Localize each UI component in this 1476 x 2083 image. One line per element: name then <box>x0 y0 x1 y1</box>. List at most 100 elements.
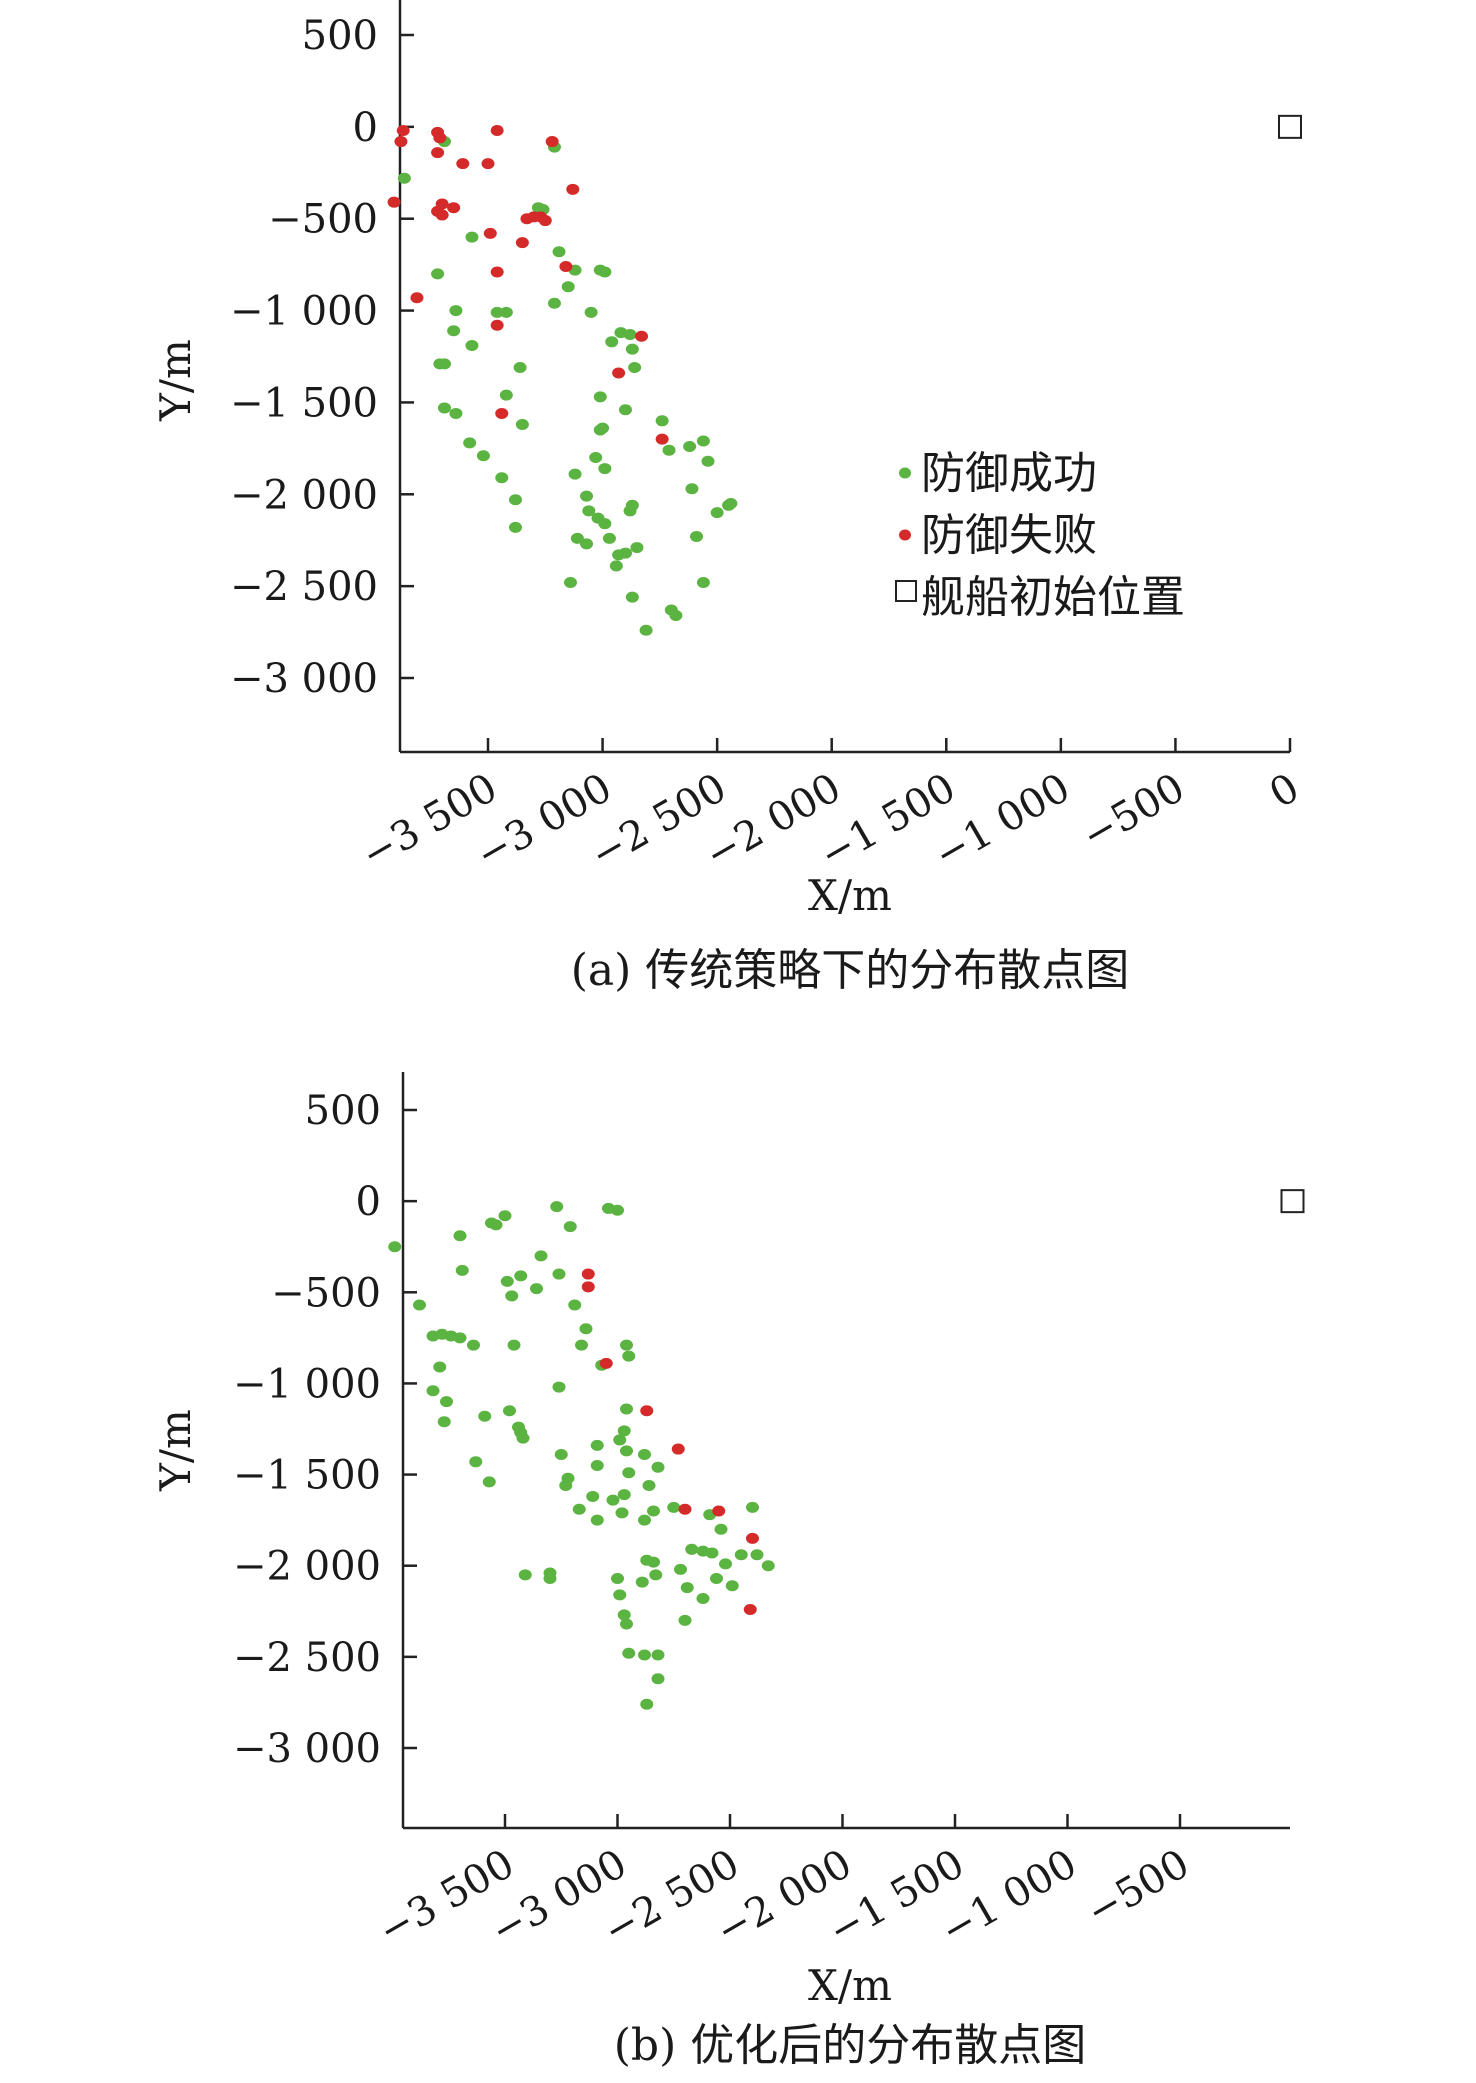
data-point <box>410 292 424 304</box>
data-point <box>635 1576 649 1588</box>
legend-marker <box>899 467 911 479</box>
data-point <box>582 505 596 517</box>
data-point <box>622 1350 636 1362</box>
data-point <box>746 1532 759 1544</box>
x-axis-label: X/m <box>808 1961 892 2010</box>
y-axis-label: Y/m <box>151 339 200 422</box>
data-point <box>617 1489 631 1501</box>
series-defense-success <box>388 1201 775 1710</box>
series-defense-fail <box>581 1268 759 1615</box>
data-point <box>547 297 561 309</box>
data-point <box>394 136 408 148</box>
data-point <box>437 1416 451 1428</box>
data-point <box>579 1323 593 1335</box>
data-point <box>685 483 699 495</box>
data-point <box>563 1221 577 1233</box>
data-point <box>618 404 632 416</box>
data-point <box>655 415 669 427</box>
data-point <box>559 1480 573 1492</box>
data-point <box>714 1523 728 1535</box>
y-tick-label: 500 <box>305 1088 381 1134</box>
data-point <box>638 1649 651 1661</box>
data-point <box>481 158 495 170</box>
data-point <box>669 610 683 622</box>
x-tick-label: −500 <box>1079 1841 1197 1936</box>
legend-marker <box>899 529 911 541</box>
data-point <box>620 1403 633 1415</box>
data-point <box>586 1490 600 1502</box>
data-point <box>490 125 504 137</box>
data-point <box>498 1210 512 1222</box>
data-point <box>433 132 447 144</box>
data-point <box>696 576 710 588</box>
data-point <box>590 1439 604 1451</box>
x-tick-label: 0 <box>1262 765 1307 818</box>
data-point <box>534 1250 548 1262</box>
data-point <box>734 1549 748 1561</box>
data-point <box>628 362 642 374</box>
data-point <box>724 497 738 509</box>
data-point <box>453 1230 467 1242</box>
data-point <box>449 305 463 317</box>
data-point <box>613 1589 627 1601</box>
data-point <box>611 1572 624 1584</box>
data-point <box>512 1421 525 1433</box>
x-tick-label: −500 <box>1074 765 1192 860</box>
data-point <box>437 358 451 370</box>
data-point <box>710 507 724 519</box>
y-tick-label: −1 000 <box>233 1361 381 1407</box>
data-point <box>589 452 603 464</box>
data-point <box>605 336 619 348</box>
data-point <box>499 306 513 318</box>
data-point <box>495 472 509 484</box>
data-point <box>671 1443 685 1455</box>
data-point <box>701 455 715 467</box>
data-point <box>584 306 598 318</box>
data-point <box>396 125 410 137</box>
data-point <box>508 494 522 506</box>
data-point <box>612 367 626 379</box>
data-point <box>580 538 594 550</box>
data-point <box>513 362 527 374</box>
data-point <box>622 1647 636 1659</box>
data-point <box>593 424 607 436</box>
data-point <box>581 1268 595 1280</box>
data-point <box>606 1494 620 1506</box>
data-point <box>647 1556 660 1568</box>
data-point <box>598 518 612 530</box>
data-point <box>593 264 607 276</box>
y-tick-label: −3 000 <box>233 1726 381 1772</box>
data-point <box>611 1204 624 1216</box>
data-point <box>615 1507 629 1519</box>
data-point <box>431 268 445 280</box>
data-point <box>690 531 704 543</box>
data-point <box>620 1339 633 1351</box>
data-point <box>655 433 669 445</box>
data-point <box>397 172 411 184</box>
data-point <box>613 1434 627 1446</box>
data-point <box>680 1582 694 1594</box>
y-tick-label: −2 500 <box>230 564 378 610</box>
data-point <box>554 1449 568 1461</box>
data-point <box>662 444 676 456</box>
data-point <box>685 1543 699 1555</box>
data-point <box>456 158 470 170</box>
data-point <box>515 237 529 249</box>
data-point <box>599 1357 613 1369</box>
data-point <box>593 391 607 403</box>
figure-caption: (a) 传统策略下的分布散点图 <box>571 945 1130 996</box>
data-point <box>743 1603 757 1615</box>
y-tick-label: 0 <box>356 1179 381 1225</box>
data-point <box>639 624 653 636</box>
data-point <box>449 407 463 419</box>
figure-caption: (b) 优化后的分布散点图 <box>614 2020 1086 2071</box>
y-tick-label: −500 <box>271 1270 381 1316</box>
data-point <box>674 1563 687 1575</box>
data-point <box>683 441 697 453</box>
data-point <box>651 1673 665 1685</box>
data-point <box>552 246 566 258</box>
y-tick-label: 0 <box>353 105 378 151</box>
